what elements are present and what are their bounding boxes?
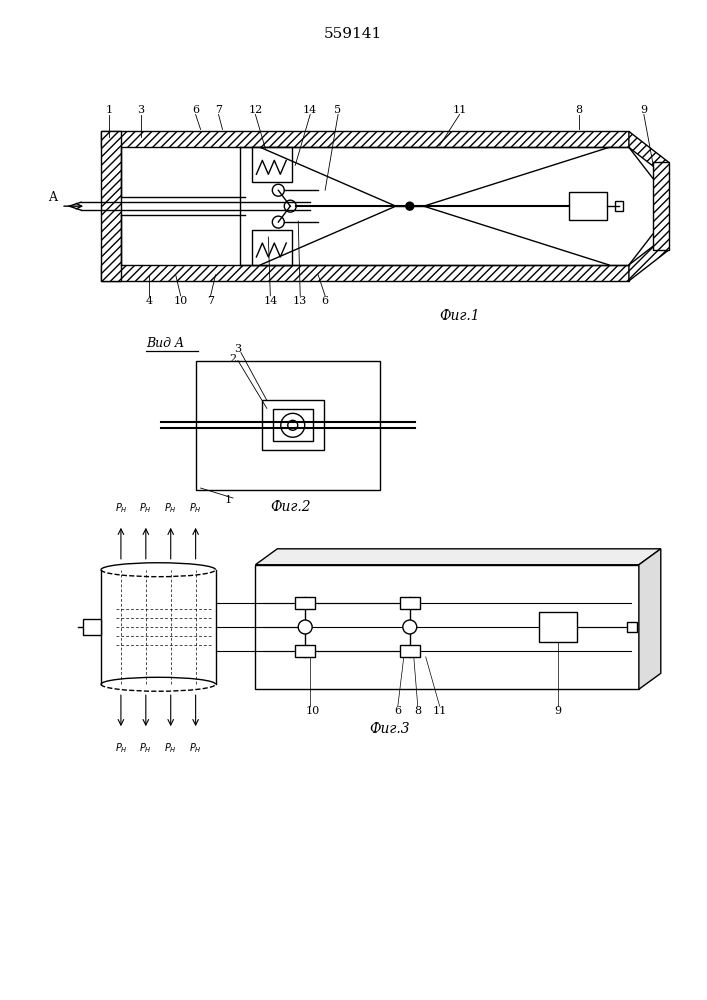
Text: 7: 7 <box>215 105 222 115</box>
Bar <box>627 622 637 632</box>
Bar <box>262 400 324 450</box>
Text: 7: 7 <box>207 296 214 306</box>
Text: $P_H$: $P_H$ <box>189 741 202 755</box>
Polygon shape <box>629 234 669 281</box>
Circle shape <box>281 413 305 437</box>
Text: 4: 4 <box>145 296 153 306</box>
Text: 13: 13 <box>293 296 308 306</box>
Bar <box>539 612 577 642</box>
Bar <box>101 131 121 281</box>
Text: 5: 5 <box>334 105 341 115</box>
Text: $P_H$: $P_H$ <box>139 741 152 755</box>
Bar <box>400 645 420 657</box>
Bar <box>296 645 315 657</box>
Bar <box>196 361 380 490</box>
Text: Фиг.1: Фиг.1 <box>439 309 480 323</box>
Text: 3: 3 <box>137 105 144 115</box>
Text: $P_H$: $P_H$ <box>115 501 127 515</box>
Text: 14: 14 <box>263 296 277 306</box>
Bar <box>101 131 629 147</box>
Text: $P_H$: $P_H$ <box>189 501 202 515</box>
Text: $P_H$: $P_H$ <box>164 741 177 755</box>
Text: Фиг.3: Фиг.3 <box>370 722 410 736</box>
Circle shape <box>284 200 296 212</box>
Bar <box>615 201 623 211</box>
Circle shape <box>406 202 414 210</box>
Text: $P_H$: $P_H$ <box>139 501 152 515</box>
Text: 10: 10 <box>306 706 320 716</box>
Circle shape <box>272 184 284 196</box>
Text: 3: 3 <box>235 344 242 354</box>
Bar <box>101 265 629 281</box>
Text: 6: 6 <box>395 706 402 716</box>
Text: 1: 1 <box>105 105 112 115</box>
Bar <box>83 619 101 635</box>
Polygon shape <box>255 549 661 565</box>
Text: 6: 6 <box>322 296 329 306</box>
Bar <box>101 131 121 281</box>
Text: Фиг.2: Фиг.2 <box>270 500 310 514</box>
Bar <box>400 597 420 609</box>
Bar <box>273 409 312 441</box>
Circle shape <box>403 620 416 634</box>
Text: 6: 6 <box>192 105 199 115</box>
Text: 8: 8 <box>414 706 421 716</box>
Text: 11: 11 <box>452 105 467 115</box>
Text: 9: 9 <box>641 105 648 115</box>
Bar <box>255 565 639 689</box>
Circle shape <box>272 216 284 228</box>
Bar <box>296 597 315 609</box>
Polygon shape <box>639 549 661 689</box>
Text: Вид A: Вид A <box>146 337 184 350</box>
Circle shape <box>298 620 312 634</box>
Text: 8: 8 <box>575 105 583 115</box>
Text: 11: 11 <box>433 706 447 716</box>
Text: $P_H$: $P_H$ <box>115 741 127 755</box>
Text: 12: 12 <box>248 105 262 115</box>
Text: 559141: 559141 <box>324 27 382 41</box>
Bar <box>569 192 607 220</box>
Polygon shape <box>629 131 669 178</box>
Bar <box>653 162 669 250</box>
Text: A: A <box>48 191 57 204</box>
Text: 2: 2 <box>229 354 237 364</box>
Bar <box>252 147 292 182</box>
Text: 1: 1 <box>224 495 232 505</box>
Circle shape <box>288 420 298 430</box>
Bar <box>653 162 669 250</box>
Text: 10: 10 <box>173 296 188 306</box>
Text: $P_H$: $P_H$ <box>164 501 177 515</box>
Text: 14: 14 <box>303 105 317 115</box>
Bar <box>101 265 629 281</box>
Text: 9: 9 <box>554 706 562 716</box>
Bar <box>252 230 292 265</box>
Bar <box>101 131 629 147</box>
